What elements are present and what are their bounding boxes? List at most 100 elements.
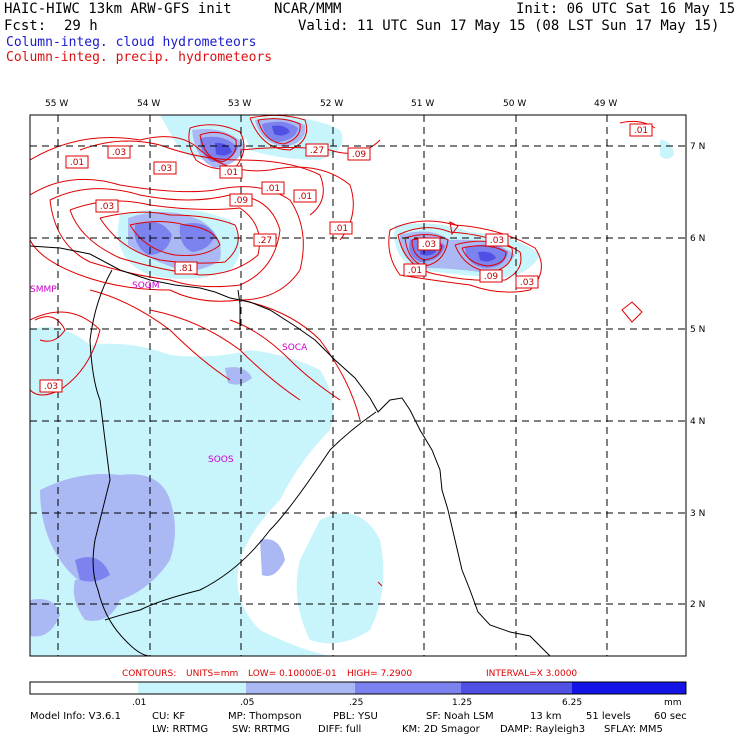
model-info-version: Model Info: V3.6.1 [30, 711, 121, 722]
contour-label: .01 [634, 126, 648, 136]
colorbar-tick: 1.25 [452, 698, 472, 708]
contour-label-box [347, 147, 371, 161]
colorbar-frame [29, 681, 687, 695]
colorbar-tick: .05 [240, 698, 254, 708]
contour-info: CONTOURS: UNITS=mm LOW= 0.10000E-01 HIGH… [122, 669, 577, 679]
contour-label: .03 [112, 148, 126, 158]
contour-labels: .01 .03 .03 .03 .01 .01 .09 .01 .03 .27 .09 .27 .81.… [39, 123, 653, 393]
contour-label-box [107, 145, 131, 159]
contour-label: .09 [234, 196, 249, 206]
contour-label-box [515, 275, 539, 289]
colorbar [30, 682, 686, 694]
contour-label-box [293, 189, 317, 203]
lat-label: 5 N [690, 325, 705, 335]
contour-label-box [261, 181, 285, 195]
contour-label-box [65, 155, 89, 169]
lat-label: 7 N [690, 142, 705, 152]
contour-label-box [629, 123, 653, 137]
colorbar-tick: .25 [349, 698, 363, 708]
station-label: SOGM [132, 281, 160, 291]
contour-label-box [485, 233, 509, 247]
contour-label-box [174, 261, 198, 275]
model-info-sflay: SFLAY: MM5 [604, 724, 663, 735]
contour-high: HIGH= 7.2900 [347, 669, 412, 679]
model-info-sf: SF: Noah LSM [426, 711, 494, 722]
contour-label-box [305, 143, 329, 157]
contour-label-box [95, 199, 119, 213]
contour-interval: INTERVAL=X 3.0000 [486, 669, 577, 679]
colorbar-segment [138, 682, 246, 694]
station-label: SMMP [30, 285, 57, 295]
lat-label: 3 N [690, 509, 705, 519]
lon-label: 54 W [137, 99, 160, 109]
contour-label: .01 [266, 184, 280, 194]
coastline [30, 245, 551, 656]
model-info-sw: SW: RRTMG [232, 724, 290, 735]
model-info-damp: DAMP: Rayleigh3 [500, 724, 586, 735]
stations: SMMP SOGM SOCA SOOS [30, 281, 308, 465]
lon-label: 55 W [45, 99, 68, 109]
contour-label-box [417, 237, 441, 251]
field-cloud-title: Column-integ. cloud hydrometeors [6, 35, 257, 50]
contour-label: .03 [490, 236, 504, 246]
station-label: SOOS [208, 455, 234, 465]
lon-label: 49 W [594, 99, 617, 109]
contour-label: .01 [298, 192, 312, 202]
colorbar-unit: mm [664, 698, 682, 708]
colorbar-segment [461, 682, 572, 694]
lat-axis: 7 N 6 N 5 N 4 N 3 N 2 N [690, 142, 705, 610]
contour-label: .09 [484, 272, 499, 282]
contour-units: UNITS=mm [186, 669, 238, 679]
model-info-levels: 51 levels [586, 711, 631, 722]
org-label: NCAR/MMM [274, 1, 342, 17]
contour-label: .03 [44, 382, 58, 392]
model-info-mp: MP: Thompson [228, 711, 302, 722]
fcst-label: Fcst: [4, 18, 47, 34]
colorbar-segment [572, 682, 686, 694]
station-label: SOCA [282, 343, 308, 353]
valid-time: Valid: 11 UTC Sun 17 May 15 (08 LST Sun … [298, 18, 720, 34]
contour-label: .01 [70, 158, 84, 168]
contour-label: .03 [520, 278, 534, 288]
lon-label: 52 W [320, 99, 343, 109]
lon-label: 51 W [411, 99, 434, 109]
contour-label: .03 [158, 164, 172, 174]
colorbar-segment [355, 682, 461, 694]
shading-layer [30, 115, 674, 656]
model-info-pbl: PBL: YSU [333, 711, 378, 722]
lon-axis: 55 W 54 W 53 W 52 W 51 W 50 W 49 W [45, 99, 617, 109]
colorbar-ticks: .01 .05 .25 1.25 6.25 mm [132, 698, 682, 708]
map-frame [29, 114, 687, 657]
model-title: HAIC-HIWC 13km ARW-GFS init [4, 1, 232, 17]
lat-label: 4 N [690, 417, 705, 427]
contour-label-box [229, 193, 253, 207]
colorbar-tick: 6.25 [562, 698, 582, 708]
contour-label-box [253, 233, 277, 247]
lon-label: 53 W [228, 99, 251, 109]
model-info-lw: LW: RRTMG [152, 724, 209, 735]
lat-label: 6 N [690, 234, 705, 244]
contour-label: .03 [422, 240, 436, 250]
contour-label: .27 [310, 146, 324, 156]
lon-label: 50 W [503, 99, 526, 109]
contour-label-box [153, 161, 177, 175]
contour-label-box [39, 379, 63, 393]
contour-label: .27 [258, 236, 272, 246]
contour-label-box [403, 263, 427, 277]
contour-label: .81 [179, 264, 193, 274]
init-time: Init: 06 UTC Sat 16 May 15 [516, 1, 736, 17]
model-info-res: 13 km [530, 711, 562, 722]
contour-label-box [329, 221, 353, 235]
colorbar-tick: .01 [132, 698, 146, 708]
contour-label: .01 [224, 168, 238, 178]
model-info-diff: DIFF: full [318, 724, 362, 735]
contour-label-box [479, 269, 503, 283]
lat-label: 2 N [690, 600, 705, 610]
contour-info-label: CONTOURS: [122, 669, 176, 679]
model-info-cu: CU: KF [152, 711, 186, 722]
contour-label-box [219, 165, 243, 179]
contour-label: .09 [352, 150, 367, 160]
colorbar-segment [246, 682, 355, 694]
contour-label: .01 [408, 266, 422, 276]
